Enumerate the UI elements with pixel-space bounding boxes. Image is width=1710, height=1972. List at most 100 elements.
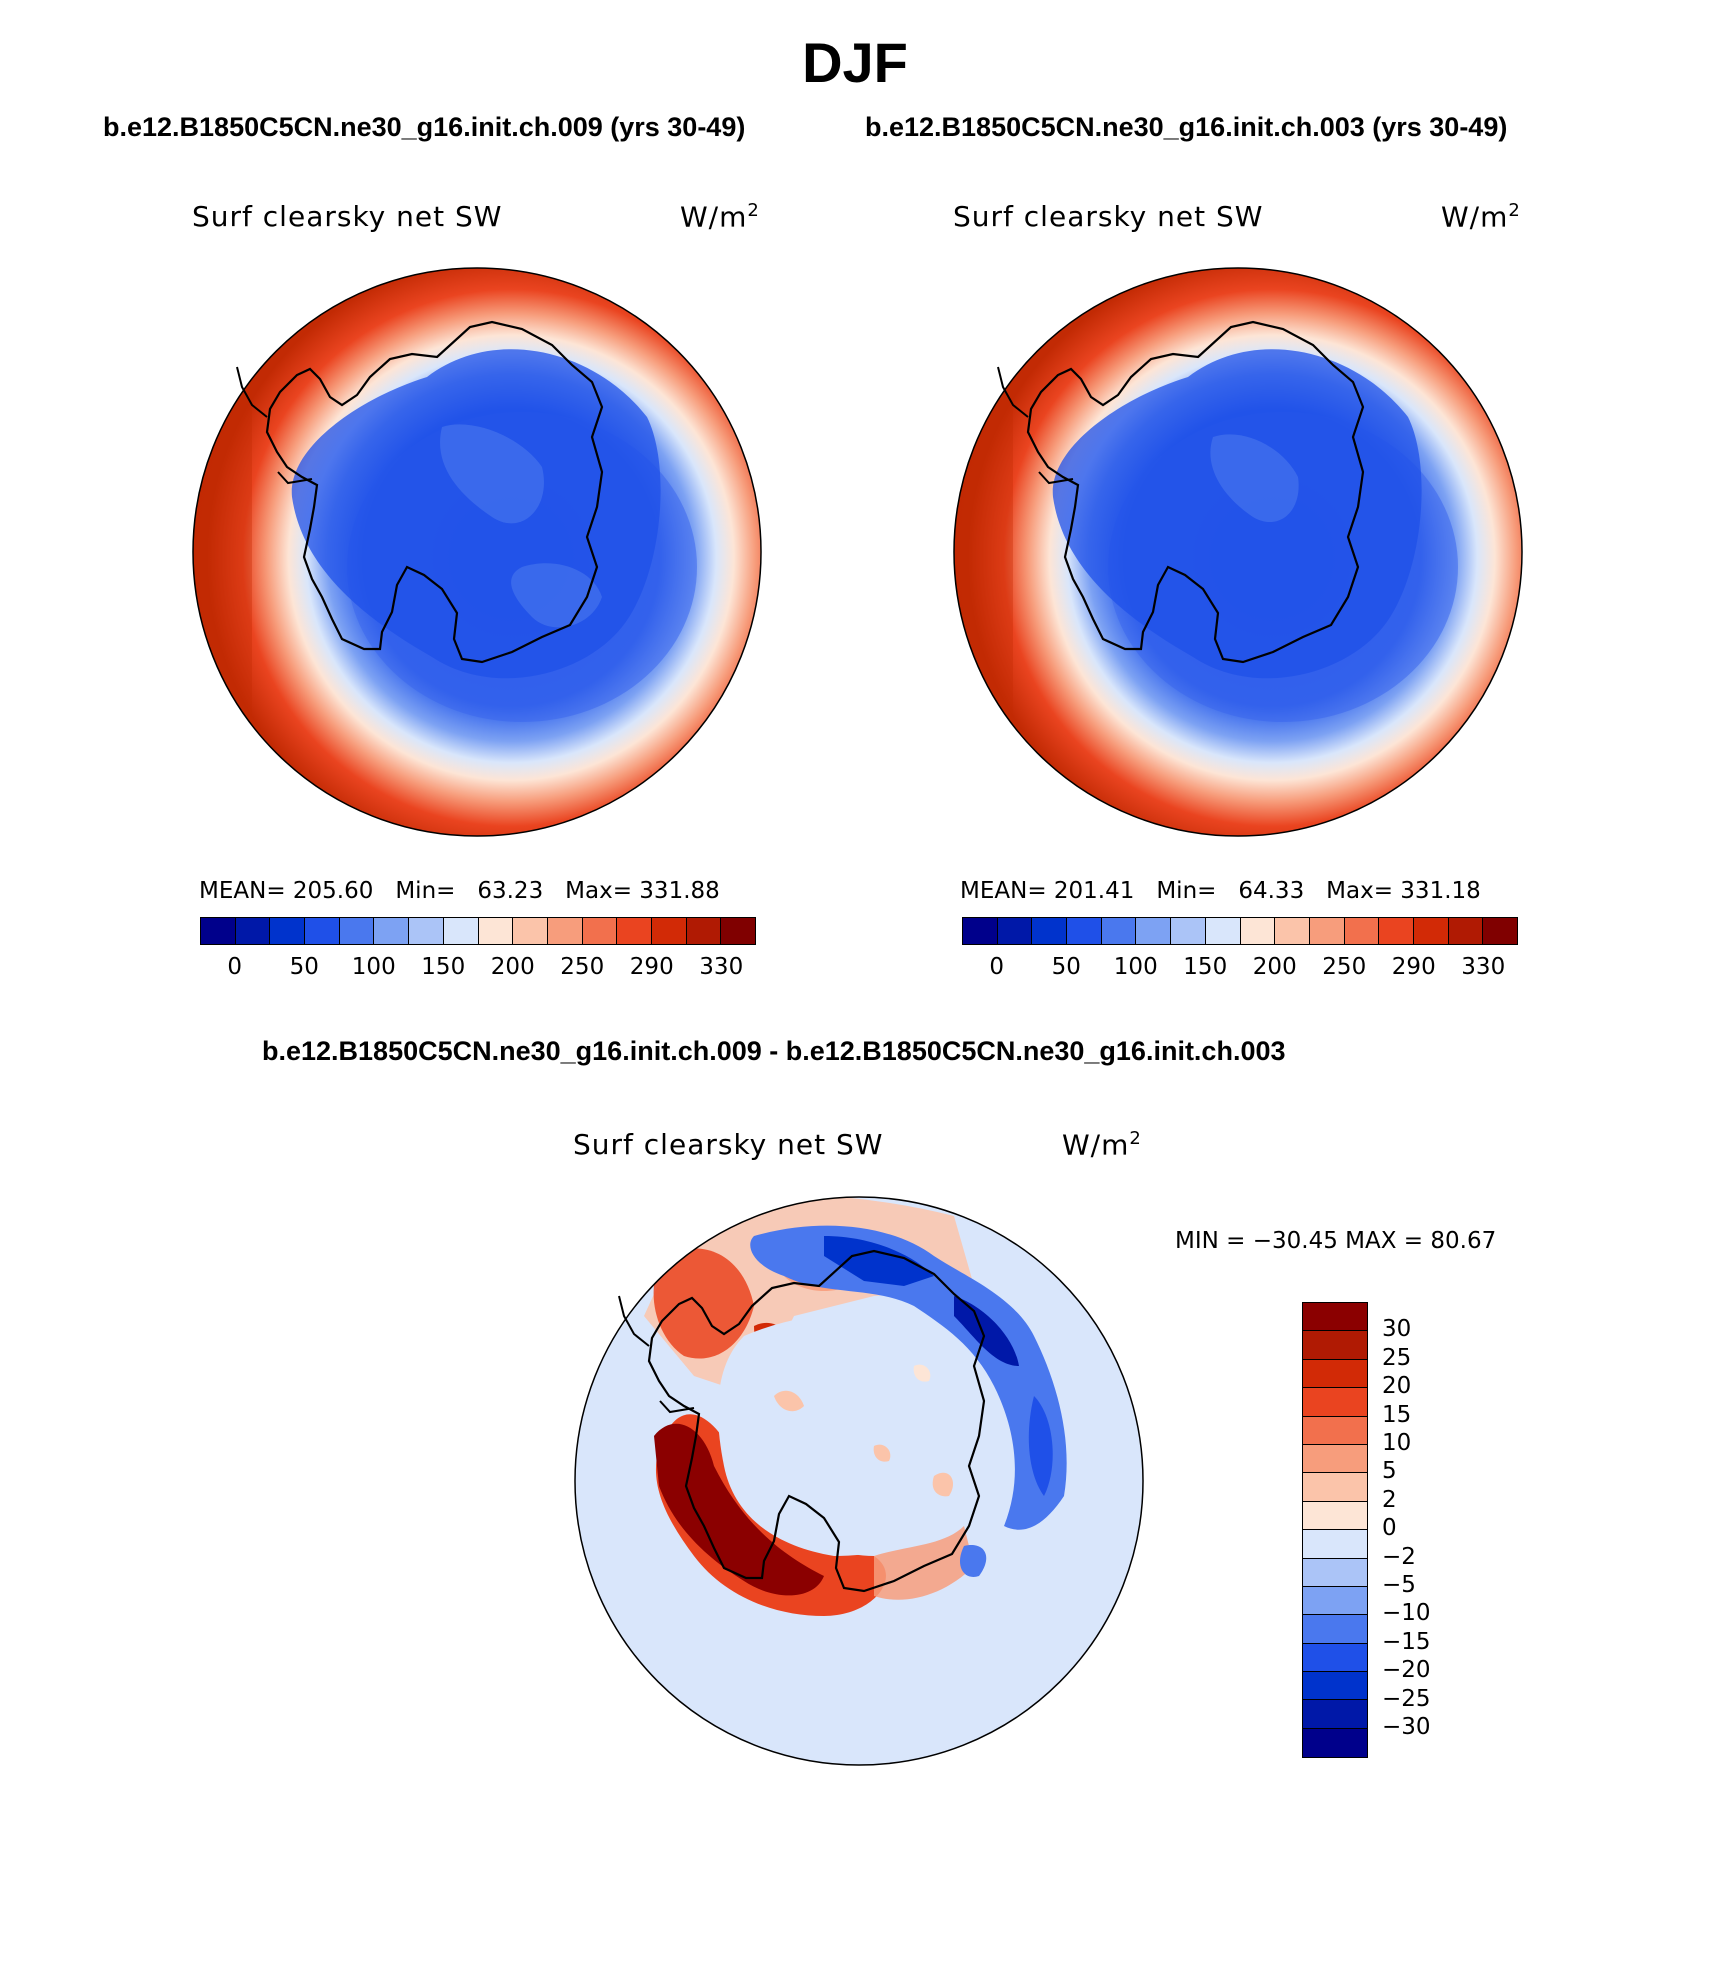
colorbar-tick-label: 250	[1322, 954, 1367, 980]
colorbar-swatch	[1303, 1501, 1367, 1531]
colorbar-swatch	[1303, 1643, 1367, 1673]
colorbar-swatch	[1303, 1700, 1367, 1729]
colorbar-swatch	[1303, 1303, 1367, 1332]
diff-colorbar-ticks: 30 25 20 15 10 5 2 0 −2 −5 −10 −15 −20 −25 −30	[1382, 1302, 1462, 1762]
colorbar-tick-label: 0	[1382, 1515, 1397, 1542]
colorbar-tick-label: −25	[1382, 1685, 1431, 1712]
colorbar-swatch	[997, 918, 1033, 944]
figure-title: DJF	[802, 31, 908, 94]
colorbar-tick-label: −10	[1382, 1600, 1431, 1627]
colorbar-swatch	[235, 918, 271, 944]
colorbar-swatch	[1413, 918, 1449, 944]
diff-minmax: MIN = −30.45 MAX = 80.67	[1175, 1228, 1497, 1254]
colorbar-swatch	[1240, 918, 1276, 944]
colorbar-tick-label: −2	[1382, 1543, 1416, 1570]
colorbar-swatch	[305, 918, 340, 944]
antarctica-coastline	[647, 1249, 986, 1593]
colorbar-tick-label: 200	[1252, 954, 1297, 980]
colorbar-swatch	[374, 918, 410, 944]
right-units-label: W/m2	[1441, 200, 1521, 234]
right-colorbar-ticks: 0 50 100 150 200 250 290 330	[962, 954, 1516, 984]
colorbar-swatch	[1303, 1444, 1367, 1474]
colorbar-tick-label: 250	[560, 954, 605, 980]
colorbar-swatch	[1448, 918, 1484, 944]
colorbar-swatch	[1483, 918, 1517, 944]
colorbar-swatch	[201, 918, 236, 944]
colorbar-swatch	[1275, 918, 1310, 944]
colorbar-tick-label: −5	[1382, 1572, 1416, 1598]
right-map	[953, 267, 1523, 837]
colorbar-swatch	[547, 918, 583, 944]
colorbar-tick-label: 0	[989, 954, 1005, 980]
colorbar-swatch	[582, 918, 618, 944]
colorbar-tick-label: 2	[1382, 1486, 1397, 1513]
colorbar-swatch	[686, 918, 722, 944]
diff-map	[574, 1196, 1144, 1766]
right-stats: MEAN= 201.41 Min= 64.33 Max= 331.18	[960, 878, 1481, 904]
colorbar-swatch	[1303, 1331, 1367, 1360]
colorbar-tick-label: 290	[1391, 954, 1436, 980]
colorbar-tick-label: −30	[1382, 1714, 1431, 1740]
colorbar-tick-label: −15	[1382, 1628, 1431, 1655]
colorbar-tick-label: 20	[1382, 1373, 1412, 1400]
colorbar-swatch	[651, 918, 687, 944]
colorbar-tick-label: 50	[289, 954, 319, 980]
colorbar-tick-label: 25	[1382, 1344, 1412, 1371]
colorbar-tick-label: 200	[490, 954, 535, 980]
colorbar-swatch	[1303, 1416, 1367, 1445]
colorbar-swatch	[617, 918, 652, 944]
colorbar-tick-label: 50	[1051, 954, 1081, 980]
left-colorbar-ticks: 0 50 100 150 200 250 290 330	[200, 954, 754, 984]
antarctica-coastline	[265, 320, 604, 664]
left-colorbar	[200, 917, 756, 945]
colorbar-swatch	[1136, 918, 1172, 944]
colorbar-swatch	[1303, 1530, 1367, 1559]
colorbar-swatch	[1309, 918, 1345, 944]
colorbar-swatch	[1379, 918, 1414, 944]
colorbar-swatch	[1303, 1558, 1367, 1587]
left-variable-label: Surf clearsky net SW	[192, 200, 503, 233]
colorbar-swatch	[1101, 918, 1137, 944]
colorbar-swatch	[339, 918, 375, 944]
colorbar-swatch	[1344, 918, 1380, 944]
right-subtitle: b.e12.B1850C5CN.ne30_g16.init.ch.003 (yr…	[865, 112, 1508, 142]
colorbar-swatch	[1303, 1473, 1367, 1502]
colorbar-tick-label: 330	[1461, 954, 1506, 980]
colorbar-tick-label: 100	[351, 954, 396, 980]
right-variable-label: Surf clearsky net SW	[953, 200, 1264, 233]
diff-units-label: W/m2	[1062, 1128, 1142, 1162]
colorbar-swatch	[513, 918, 548, 944]
colorbar-tick-label: 150	[1183, 954, 1228, 980]
colorbar-swatch	[443, 918, 479, 944]
diff-variable-label: Surf clearsky net SW	[573, 1128, 884, 1161]
colorbar-swatch	[1032, 918, 1068, 944]
colorbar-swatch	[478, 918, 514, 944]
left-units-label: W/m2	[680, 200, 760, 234]
colorbar-tick-label: 290	[629, 954, 674, 980]
colorbar-swatch	[1303, 1615, 1367, 1644]
left-stats: MEAN= 205.60 Min= 63.23 Max= 331.88	[199, 878, 720, 904]
colorbar-tick-label: 100	[1113, 954, 1158, 980]
colorbar-tick-label: 0	[227, 954, 243, 980]
colorbar-swatch	[1303, 1728, 1367, 1758]
colorbar-tick-label: −20	[1382, 1657, 1431, 1684]
diff-subtitle: b.e12.B1850C5CN.ne30_g16.init.ch.009 - b…	[262, 1036, 1286, 1066]
antarctica-coastline	[1026, 320, 1365, 664]
colorbar-swatch	[1303, 1586, 1367, 1616]
colorbar-tick-label: 5	[1382, 1458, 1397, 1485]
colorbar-swatch	[1303, 1388, 1367, 1417]
left-map	[192, 267, 762, 837]
colorbar-tick-label: 330	[699, 954, 744, 980]
colorbar-tick-label: 15	[1382, 1401, 1412, 1428]
colorbar-swatch	[409, 918, 444, 944]
colorbar-swatch	[1303, 1672, 1367, 1701]
colorbar-tick-label: 150	[421, 954, 466, 980]
colorbar-swatch	[270, 918, 306, 944]
colorbar-swatch	[1171, 918, 1206, 944]
colorbar-tick-label: 30	[1382, 1316, 1412, 1343]
colorbar-swatch	[963, 918, 998, 944]
colorbar-tick-label: 10	[1382, 1430, 1412, 1456]
diff-colorbar	[1302, 1302, 1368, 1759]
left-subtitle: b.e12.B1850C5CN.ne30_g16.init.ch.009 (yr…	[103, 112, 746, 142]
colorbar-swatch	[721, 918, 755, 944]
